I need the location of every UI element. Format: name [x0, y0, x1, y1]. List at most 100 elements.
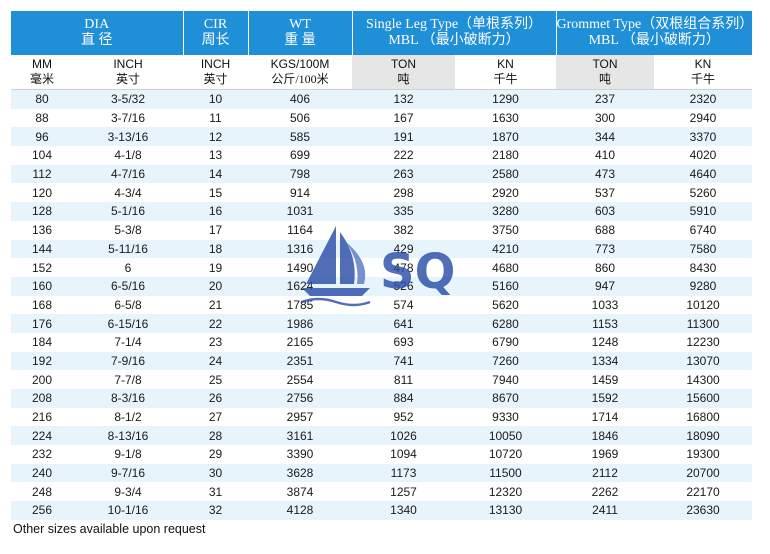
cell-mm: 224	[11, 426, 73, 446]
header-cir-en: CIR	[203, 17, 228, 32]
header-cir: CIR 周长	[183, 11, 249, 55]
subheader-grommet-ton: TON 吨	[556, 55, 654, 90]
cell-grommet-ton: 537	[556, 183, 654, 203]
cell-grommet-ton: 473	[556, 164, 654, 184]
cell-grommet-kn: 7580	[654, 239, 753, 259]
company-logo: SQ	[300, 222, 470, 312]
cell-grommet-ton: 1334	[556, 351, 654, 371]
subheader-single-kn-en: KN	[497, 57, 514, 71]
table-row: 224 8-13/16 28 3161 1026 10050 1846 18090	[11, 426, 753, 446]
cell-weight: 1986	[248, 314, 352, 333]
cell-mm: 136	[11, 220, 73, 240]
cell-inch: 5-11/16	[73, 239, 183, 259]
cell-cir: 24	[183, 351, 248, 371]
cell-grommet-kn: 2320	[654, 89, 753, 109]
cell-grommet-kn: 15600	[654, 389, 753, 408]
cell-cir: 19	[183, 258, 248, 277]
cell-single-kn: 2920	[455, 183, 556, 203]
cell-cir: 17	[183, 220, 248, 240]
cell-cir: 20	[183, 276, 248, 296]
cell-mm: 232	[11, 445, 73, 464]
cell-cir: 29	[183, 445, 248, 464]
cell-cir: 16	[183, 202, 248, 221]
cell-cir: 15	[183, 183, 248, 203]
table-row: 176 6-15/16 22 1986 641 6280 1153 11300	[11, 314, 753, 333]
subheader-grommet-kn: KN 千牛	[654, 55, 753, 90]
cell-inch: 4-7/16	[73, 164, 183, 184]
cell-single-ton: 1094	[352, 445, 455, 464]
cell-single-ton: 298	[352, 183, 455, 203]
table-row: 192 7-9/16 24 2351 741 7260 1334 13070	[11, 351, 753, 371]
cell-mm: 144	[11, 239, 73, 259]
cell-weight: 3161	[248, 426, 352, 446]
cell-weight: 3628	[248, 463, 352, 483]
cell-mm: 120	[11, 183, 73, 203]
cell-inch: 3-13/16	[73, 127, 183, 147]
header-cir-cn: 周长	[201, 33, 230, 48]
table-row: 208 8-3/16 26 2756 884 8670 1592 15600	[11, 389, 753, 408]
cell-grommet-ton: 947	[556, 276, 654, 296]
cell-weight: 585	[248, 127, 352, 147]
cell-mm: 96	[11, 127, 73, 147]
cell-single-ton: 641	[352, 314, 455, 333]
cell-mm: 160	[11, 276, 73, 296]
cell-inch: 3-5/32	[73, 89, 183, 109]
header-single-leg: Single Leg Type（单根系列） MBL （最小破断力）	[352, 11, 557, 55]
logo-text: SQ	[380, 244, 455, 300]
header-grommet-en: Grommet Type（双根组合系列）	[556, 17, 753, 32]
cell-single-ton: 1340	[352, 501, 455, 520]
cell-grommet-kn: 5910	[654, 202, 753, 221]
cell-single-ton: 1257	[352, 482, 455, 502]
cell-weight: 1031	[248, 202, 352, 221]
cell-mm: 248	[11, 482, 73, 502]
header-single-en: Single Leg Type（单根系列）	[365, 17, 543, 32]
cell-weight: 798	[248, 164, 352, 184]
header-dia-en: DIA	[84, 17, 110, 32]
cell-grommet-kn: 18090	[654, 426, 753, 446]
cell-single-kn: 12320	[455, 482, 556, 502]
cell-single-ton: 222	[352, 146, 455, 165]
cell-single-kn: 10720	[455, 445, 556, 464]
cell-grommet-kn: 22170	[654, 482, 753, 502]
cell-grommet-ton: 1033	[556, 295, 654, 315]
header-dia-cn: 直 径	[81, 33, 113, 48]
cell-weight: 4128	[248, 501, 352, 520]
header-row: DIA 直 径 CIR 周长 WT 重 量 Single Leg Type（单根系列）…	[11, 11, 753, 55]
cell-single-ton: 741	[352, 351, 455, 371]
cell-single-kn: 6790	[455, 332, 556, 352]
table-row: 80 3-5/32 10 406 132 1290 237 2320	[11, 89, 753, 109]
subheader-row: MM 毫米 INCH 英寸 INCH 英寸 KGS/100M 公斤/100米 TON 吨 …	[11, 55, 753, 90]
header-grommet: Grommet Type（双根组合系列） MBL （最小破断力）	[556, 11, 753, 55]
cell-weight: 914	[248, 183, 352, 203]
cell-grommet-ton: 773	[556, 239, 654, 259]
cell-single-kn: 5160	[455, 276, 556, 296]
cell-grommet-kn: 19300	[654, 445, 753, 464]
cell-grommet-ton: 1248	[556, 332, 654, 352]
header-single-cn: MBL （最小破断力）	[388, 33, 520, 48]
cell-weight: 2957	[248, 407, 352, 427]
header-wt-cn: 重 量	[284, 33, 316, 48]
cell-single-ton: 952	[352, 407, 455, 427]
subheader-grommet-ton-en: TON	[592, 57, 618, 71]
cell-mm: 240	[11, 463, 73, 483]
cell-single-kn: 4210	[455, 239, 556, 259]
cell-mm: 192	[11, 351, 73, 371]
cell-single-ton: 1026	[352, 426, 455, 446]
cell-inch: 4-1/8	[73, 146, 183, 165]
table-row: 128 5-1/16 16 1031 335 3280 603 5910	[11, 202, 753, 221]
cell-mm: 152	[11, 258, 73, 277]
table-row: 152 6 19 1490 478 4680 860 8430	[11, 258, 753, 277]
cell-grommet-kn: 10120	[654, 295, 753, 315]
table-row: 136 5-3/8 17 1164 382 3750 688 6740	[11, 220, 753, 240]
cell-grommet-kn: 9280	[654, 276, 753, 296]
cell-weight: 1164	[248, 220, 352, 240]
header-wt-en: WT	[289, 17, 311, 32]
table-row: 120 4-3/4 15 914 298 2920 537 5260	[11, 183, 753, 203]
cell-inch: 5-1/16	[73, 202, 183, 221]
cell-single-kn: 5620	[455, 295, 556, 315]
subheader-inch-cn: 英寸	[115, 72, 140, 86]
cell-cir: 26	[183, 389, 248, 408]
table-row: 200 7-7/8 25 2554 811 7940 1459 14300	[11, 370, 753, 389]
cell-cir: 14	[183, 164, 248, 184]
cell-inch: 9-3/4	[73, 482, 183, 502]
